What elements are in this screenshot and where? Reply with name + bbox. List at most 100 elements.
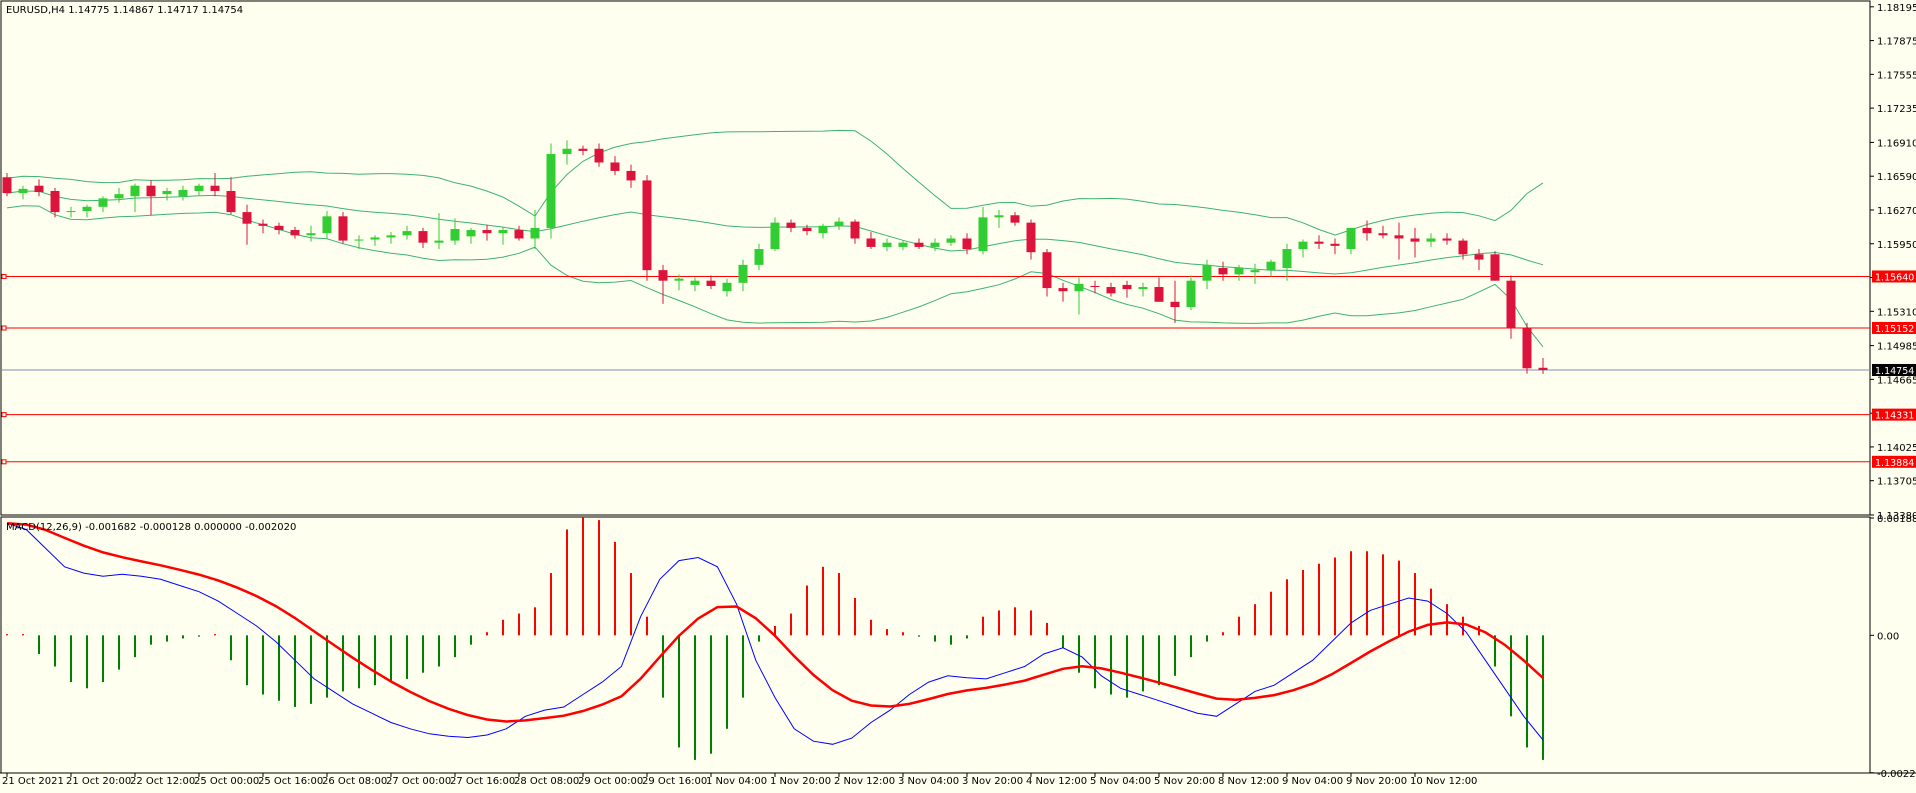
candle-bull[interactable] bbox=[946, 238, 956, 243]
candle-bear[interactable] bbox=[866, 238, 876, 247]
candle-bull[interactable] bbox=[1426, 238, 1436, 242]
candle-bull[interactable] bbox=[1346, 227, 1356, 250]
candle-bear[interactable] bbox=[1394, 235, 1404, 239]
candle-bear[interactable] bbox=[274, 225, 284, 231]
candle-bull[interactable] bbox=[1234, 268, 1244, 275]
candle-bear[interactable] bbox=[658, 270, 668, 281]
candle-bear[interactable] bbox=[1058, 288, 1068, 292]
candle-bull[interactable] bbox=[1266, 261, 1276, 271]
candle-bear[interactable] bbox=[210, 185, 220, 191]
candle-bull[interactable] bbox=[818, 225, 828, 234]
candle-bear[interactable] bbox=[482, 230, 492, 234]
candle-bear[interactable] bbox=[1330, 243, 1340, 246]
candle-bear[interactable] bbox=[610, 162, 620, 171]
candle-bear[interactable] bbox=[50, 190, 60, 213]
level-handle[interactable] bbox=[1, 325, 7, 331]
candle-bull[interactable] bbox=[162, 190, 172, 195]
candle-bear[interactable] bbox=[1442, 238, 1452, 241]
candle-bull[interactable] bbox=[546, 154, 556, 228]
candle-bear[interactable] bbox=[1378, 233, 1388, 236]
candle-bear[interactable] bbox=[1538, 367, 1548, 370]
candle-bear[interactable] bbox=[1474, 254, 1484, 260]
candle-bear[interactable] bbox=[706, 280, 716, 286]
candle-bear[interactable] bbox=[1170, 301, 1180, 308]
level-handle[interactable] bbox=[1, 273, 7, 279]
candle-bear[interactable] bbox=[418, 231, 428, 243]
candle-bear[interactable] bbox=[626, 170, 636, 181]
candle-bear[interactable] bbox=[1122, 284, 1132, 290]
candle-bull[interactable] bbox=[562, 148, 572, 155]
candle-bear[interactable] bbox=[1314, 241, 1324, 244]
candle-bull[interactable] bbox=[722, 282, 732, 292]
candle-bear[interactable] bbox=[578, 148, 588, 151]
candle-bear[interactable] bbox=[1090, 285, 1100, 288]
candle-bear[interactable] bbox=[242, 212, 252, 224]
candle-bear[interactable] bbox=[290, 230, 300, 236]
candle-bull[interactable] bbox=[322, 216, 332, 234]
level-handle[interactable] bbox=[1, 459, 7, 465]
candle-bull[interactable] bbox=[690, 280, 700, 285]
candle-bear[interactable] bbox=[34, 185, 44, 193]
candle-bear[interactable] bbox=[642, 180, 652, 271]
candle-bull[interactable] bbox=[994, 215, 1004, 218]
candle-bull[interactable] bbox=[770, 222, 780, 250]
candle-bear[interactable] bbox=[146, 185, 156, 197]
candle-bull[interactable] bbox=[18, 188, 28, 194]
candle-bear[interactable] bbox=[1458, 240, 1468, 255]
candle-bear[interactable] bbox=[594, 148, 604, 163]
candle-bull[interactable] bbox=[530, 227, 540, 239]
candle-bear[interactable] bbox=[338, 216, 348, 241]
candle-bear[interactable] bbox=[1218, 268, 1228, 275]
candle-bull[interactable] bbox=[1298, 241, 1308, 250]
candle-bear[interactable] bbox=[226, 190, 236, 213]
candle-bear[interactable] bbox=[1042, 252, 1052, 289]
candle-bear[interactable] bbox=[786, 222, 796, 228]
candle-bull[interactable] bbox=[1250, 270, 1260, 273]
candle-bull[interactable] bbox=[402, 231, 412, 236]
candle-bull[interactable] bbox=[498, 230, 508, 234]
candle-bull[interactable] bbox=[1138, 287, 1148, 290]
candle-bull[interactable] bbox=[466, 230, 476, 237]
candle-bull[interactable] bbox=[434, 240, 444, 243]
candle-bear[interactable] bbox=[914, 242, 924, 247]
candle-bear[interactable] bbox=[1362, 227, 1372, 234]
candle-bull[interactable] bbox=[66, 211, 76, 213]
candle-bull[interactable] bbox=[386, 235, 396, 238]
candle-bear[interactable] bbox=[802, 227, 812, 232]
candle-bull[interactable] bbox=[978, 217, 988, 252]
candle-bull[interactable] bbox=[930, 242, 940, 247]
price-panel[interactable]: 1.18195 1.17875 1.17555 1.17235 1.16910 1.165… bbox=[0, 0, 1916, 522]
candle-bear[interactable] bbox=[962, 238, 972, 250]
candle-bear[interactable] bbox=[258, 223, 268, 226]
candle-bull[interactable] bbox=[1074, 283, 1084, 292]
candle-bear[interactable] bbox=[1026, 222, 1036, 253]
candle-bull[interactable] bbox=[898, 242, 908, 247]
candle-bull[interactable] bbox=[1202, 264, 1212, 281]
candle-bear[interactable] bbox=[850, 221, 860, 239]
candle-bear[interactable] bbox=[1154, 287, 1164, 302]
candle-bear[interactable] bbox=[2, 177, 12, 194]
candle-bull[interactable] bbox=[114, 194, 124, 199]
candle-bear[interactable] bbox=[1010, 215, 1020, 223]
candle-bull[interactable] bbox=[98, 198, 108, 207]
candle-bull[interactable] bbox=[178, 189, 188, 197]
candle-bull[interactable] bbox=[450, 228, 460, 241]
candle-bull[interactable] bbox=[1282, 249, 1292, 269]
candle-bull[interactable] bbox=[194, 185, 204, 191]
candle-bear[interactable] bbox=[514, 230, 524, 239]
candle-bull[interactable] bbox=[306, 233, 316, 236]
candle-bull[interactable] bbox=[754, 249, 764, 265]
candle-bull[interactable] bbox=[882, 242, 892, 247]
candle-bull[interactable] bbox=[82, 206, 92, 212]
candle-bear[interactable] bbox=[1106, 287, 1116, 294]
candle-bull[interactable] bbox=[674, 278, 684, 281]
candle-bear[interactable] bbox=[1410, 238, 1420, 242]
candle-bull[interactable] bbox=[738, 264, 748, 283]
candle-bull[interactable] bbox=[370, 237, 380, 240]
level-handle[interactable] bbox=[1, 412, 7, 418]
candle-bull[interactable] bbox=[130, 185, 140, 197]
candle-bull[interactable] bbox=[1186, 280, 1196, 308]
candle-bull[interactable] bbox=[834, 221, 844, 226]
candle-bear[interactable] bbox=[1506, 280, 1516, 329]
